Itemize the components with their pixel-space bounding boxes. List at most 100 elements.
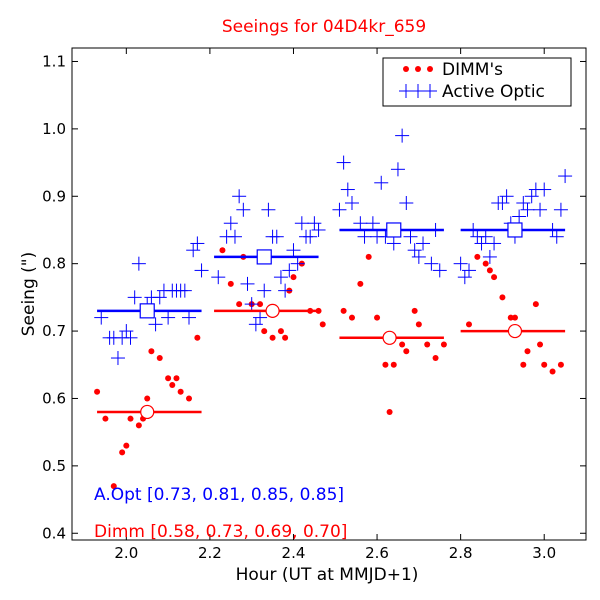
dimm-point <box>340 307 347 314</box>
dimm-point <box>374 314 381 321</box>
active-optic-point <box>374 175 389 190</box>
dimm-point <box>541 361 548 368</box>
dimm-point <box>499 294 506 301</box>
dimm-point <box>365 253 372 260</box>
legend-dot <box>403 66 409 72</box>
active-optic-point <box>182 310 197 325</box>
active-optic-point <box>537 182 552 197</box>
active-optic-point <box>482 249 497 264</box>
active-optic-point <box>399 196 414 211</box>
active-optic-point <box>357 229 372 244</box>
dimm-point <box>227 280 234 287</box>
y-tick-label: 0.6 <box>42 389 66 407</box>
dimm-point <box>282 334 289 341</box>
active-optic-point <box>424 256 439 271</box>
dimm-point <box>474 253 481 260</box>
active-optic-point <box>478 229 493 244</box>
active-optic-point <box>549 229 564 244</box>
active-optic-point <box>353 216 368 231</box>
active-optic-point <box>286 243 301 258</box>
active-optic-point <box>186 243 201 258</box>
dimm-point <box>549 368 556 375</box>
x-tick-label: 2.4 <box>282 544 306 562</box>
annotation-active-optic-medians: A.Opt [0.73, 0.81, 0.85, 0.85] <box>94 485 344 505</box>
legend-dot <box>415 66 421 72</box>
legend-marker-dimm <box>403 66 433 72</box>
active-optic-point <box>461 263 476 278</box>
active-optic-point <box>248 317 263 332</box>
dimm-point <box>319 321 326 328</box>
active-optic-point <box>282 263 297 278</box>
active-optic-point <box>307 216 322 231</box>
active-optic-point <box>336 155 351 170</box>
dimm-median-marker <box>265 303 280 318</box>
dimm-point <box>148 348 155 355</box>
active-optic-point <box>432 263 447 278</box>
dimm-point <box>123 442 130 449</box>
active-optic-point <box>395 128 410 143</box>
dimm-point <box>486 267 493 274</box>
active-optic-point <box>487 236 502 251</box>
dimm-point <box>415 321 422 328</box>
dimm-point <box>169 381 176 388</box>
dimm-median-marker <box>382 330 397 345</box>
legend-label-active-optic: Active Optic <box>442 82 545 102</box>
active-optic-point <box>332 202 347 217</box>
dimm-point <box>386 408 393 415</box>
dimm-point <box>290 274 297 281</box>
active-optic-point <box>123 330 138 345</box>
y-axis-ticks: 0.4 0.5 0.6 0.7 0.8 0.9 1.0 1.1 <box>42 52 586 542</box>
active-optic-median-marker <box>139 303 155 319</box>
active-optic-medians <box>97 222 566 319</box>
dimm-point <box>102 415 109 422</box>
active-optic-point <box>340 182 355 197</box>
active-optic-median-marker <box>507 222 523 238</box>
dimm-point <box>390 361 397 368</box>
active-optic-point <box>303 229 318 244</box>
active-optic-median-marker <box>256 249 272 265</box>
dimm-point <box>219 247 226 254</box>
x-tick-label: 2.2 <box>198 544 222 562</box>
dimm-point <box>382 361 389 368</box>
active-optic-point <box>110 351 125 366</box>
dimm-point <box>411 307 418 314</box>
active-optic-point <box>407 243 422 258</box>
active-optic-point <box>161 310 176 325</box>
dimm-point <box>156 355 163 362</box>
y-tick-label: 0.8 <box>42 255 66 273</box>
dimm-point <box>173 375 180 382</box>
dimm-point <box>465 321 472 328</box>
dimm-point <box>277 328 284 335</box>
legend-label-dimm: DIMM's <box>442 60 503 80</box>
y-tick-label: 0.5 <box>42 457 66 475</box>
active-optic-point <box>516 196 531 211</box>
active-optic-point <box>177 283 192 298</box>
x-tick-label: 2.0 <box>114 544 138 562</box>
dimm-point <box>236 301 243 308</box>
dimm-point <box>440 341 447 348</box>
dimm-point <box>119 449 126 456</box>
active-optic-point <box>512 209 527 224</box>
series-active-optic <box>94 128 573 366</box>
active-optic-point <box>278 283 293 298</box>
active-optic-point <box>386 236 401 251</box>
active-optic-point <box>553 202 568 217</box>
active-optic-point <box>411 249 426 264</box>
active-optic-point <box>131 256 146 271</box>
legend: DIMM's Active Optic <box>382 57 572 107</box>
annotation-dimm-medians: Dimm [0.58, 0.73, 0.69, 0.70] <box>94 522 347 542</box>
legend-dot <box>427 66 433 72</box>
dimm-medians <box>97 303 566 420</box>
dimm-point <box>194 334 201 341</box>
active-optic-point <box>390 162 405 177</box>
y-tick-label: 0.4 <box>42 524 66 542</box>
legend-marker-active-optic <box>399 84 437 98</box>
active-optic-point <box>253 310 268 325</box>
active-optic-median-marker <box>386 222 402 238</box>
active-optic-point <box>269 229 284 244</box>
active-optic-point <box>223 216 238 231</box>
active-optic-point <box>499 189 514 204</box>
y-tick-label: 0.9 <box>42 187 66 205</box>
active-optic-point <box>244 297 259 312</box>
active-optic-point <box>344 196 359 211</box>
